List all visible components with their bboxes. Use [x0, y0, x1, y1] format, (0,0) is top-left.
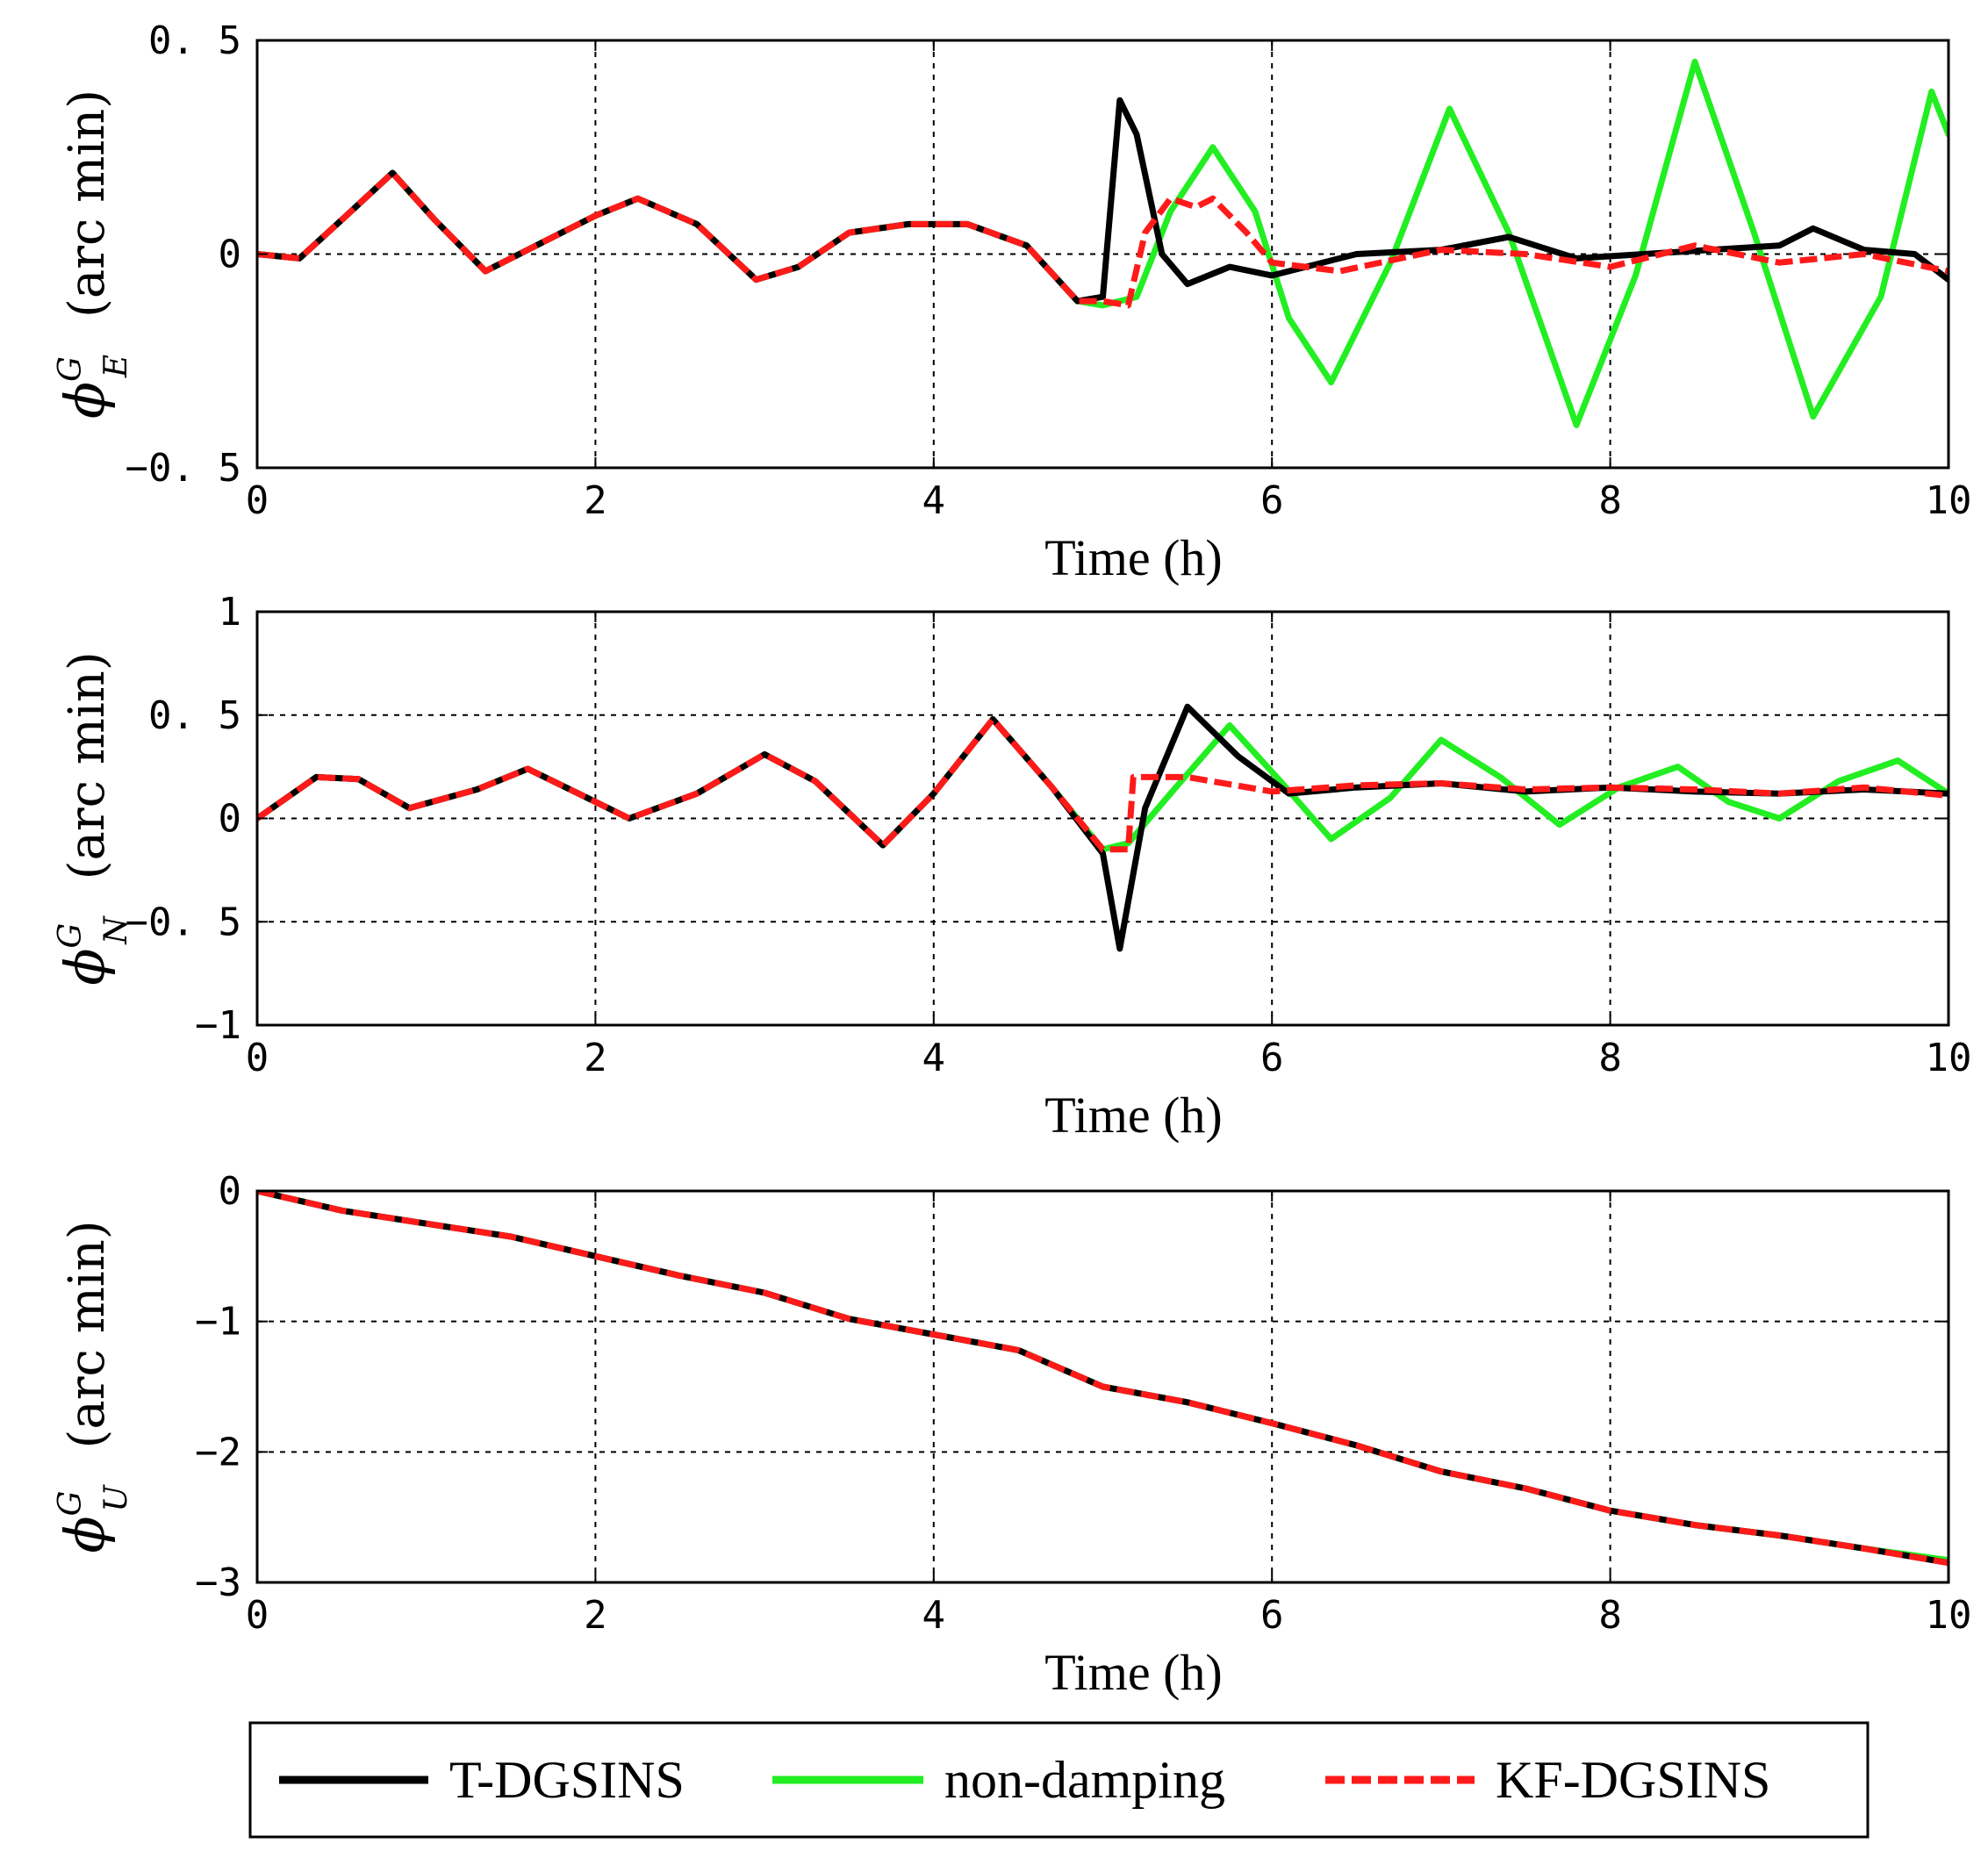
- series-line-t-dgsins: [257, 97, 1949, 305]
- x-tick-label: 6: [1260, 478, 1284, 523]
- y-tick-label: 0: [219, 797, 242, 842]
- legend-label-t-dgsins: T-DGSINS: [449, 1751, 685, 1809]
- series-group: [257, 58, 1949, 428]
- x-axis-label: Time (h): [1044, 529, 1223, 586]
- series-line-non-damping: [257, 716, 1949, 853]
- x-axis-label: Time (h): [1044, 1087, 1223, 1144]
- x-tick-label: 6: [1260, 1593, 1284, 1638]
- y-tick-label: −1: [195, 1003, 241, 1048]
- y-axis-label: ϕG N (arc min): [53, 651, 134, 985]
- x-tick-label: 0: [246, 1593, 269, 1638]
- x-tick-label: 0: [246, 1036, 269, 1080]
- y-tick-label: 0. 5: [148, 18, 241, 63]
- series-line-t-dgsins: [257, 1191, 1949, 1567]
- series-line-kf-dgsins: [257, 716, 1949, 853]
- series-group: [257, 703, 1949, 952]
- x-tick-label: 2: [584, 1036, 607, 1080]
- series-group: [257, 1191, 1949, 1567]
- x-tick-label: 10: [1926, 1593, 1972, 1638]
- x-tick-label: 2: [584, 1593, 607, 1638]
- y-tick-label: 0: [219, 233, 242, 277]
- series-line-non-damping: [257, 1191, 1949, 1564]
- x-tick-label: 0: [246, 478, 269, 523]
- x-tick-label: 4: [922, 1036, 946, 1080]
- series-line-kf-dgsins: [257, 1191, 1949, 1567]
- y-axis-label: ϕG E (arc min): [53, 90, 134, 419]
- panel-phi-n: 0 2 4 6 8 10 −1 −0. 5 0 0. 5 1 Time (h) ϕG N (arc min…: [53, 590, 1971, 1144]
- legend-label-non-damping: non-damping: [944, 1751, 1225, 1809]
- y-tick-label: 0. 5: [148, 693, 241, 738]
- y-tick-label: −3: [195, 1560, 241, 1605]
- y-axis-label: ϕG U (arc min): [53, 1220, 134, 1553]
- y-tick-label: −0. 5: [126, 900, 241, 944]
- x-tick-label: 2: [584, 478, 607, 523]
- y-tick-label: 0: [219, 1169, 242, 1214]
- x-tick-label: 6: [1260, 1036, 1284, 1080]
- x-tick-label: 8: [1598, 478, 1622, 523]
- axes-frame: [255, 1189, 1950, 1584]
- legend-label-kf-dgsins: KF-DGSINS: [1496, 1751, 1770, 1809]
- y-tick-label: 1: [219, 590, 242, 635]
- x-tick-label: 4: [922, 478, 946, 523]
- series-line-kf-dgsins: [257, 169, 1949, 309]
- y-tick-label: −2: [195, 1430, 241, 1474]
- x-tick-label: 10: [1926, 1036, 1972, 1080]
- x-tick-label: 8: [1598, 1593, 1622, 1638]
- y-tick-label: −1: [195, 1300, 241, 1345]
- x-tick-label: 4: [922, 1593, 946, 1638]
- panel-phi-u: 0 2 4 6 8 10 −3 −2 −1 0 Time (h) ϕG U (arc min): [53, 1169, 1971, 1701]
- x-tick-label: 8: [1598, 1036, 1622, 1080]
- series-line-t-dgsins: [257, 703, 1949, 952]
- legend: T-DGSINS non-damping KF-DGSINS: [248, 1721, 1870, 1839]
- x-tick-label: 10: [1926, 478, 1972, 523]
- x-axis-label: Time (h): [1044, 1644, 1223, 1701]
- y-tick-label: −0. 5: [126, 446, 241, 491]
- legend-box: [248, 1721, 1870, 1839]
